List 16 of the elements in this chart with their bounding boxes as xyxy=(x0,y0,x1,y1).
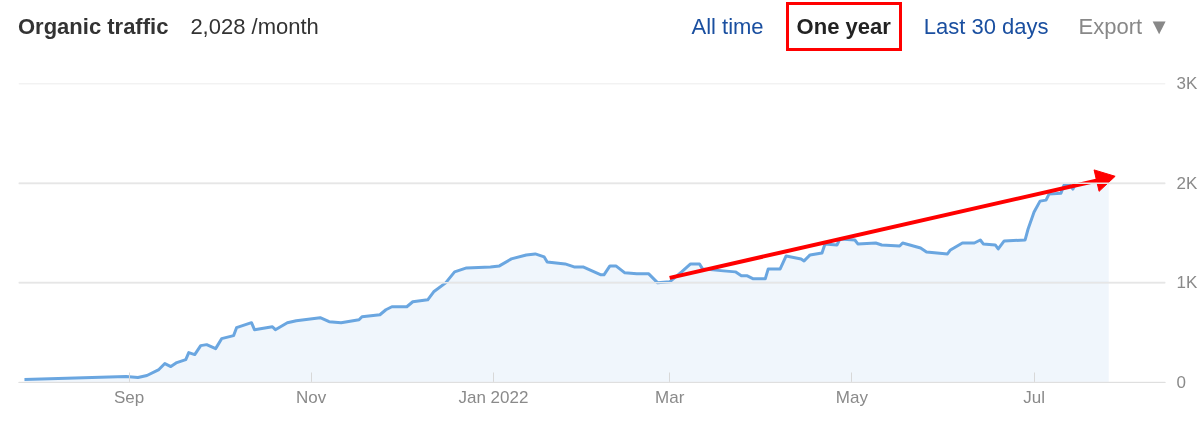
x-tick-label: Jul xyxy=(1023,387,1045,407)
x-tick-label: Sep xyxy=(113,387,145,407)
text: Export ▼ xyxy=(1077,13,1171,41)
text: Last 30 days xyxy=(922,13,1050,41)
y-tick-label: 0 xyxy=(1176,373,1186,392)
x-tick-label: Mar xyxy=(655,387,685,407)
y-tick-label: 2K xyxy=(1176,173,1198,193)
y-tick-label: 3K xyxy=(1176,74,1198,93)
text: One year xyxy=(785,2,902,52)
x-tick-label: Nov xyxy=(296,387,327,407)
text: All time xyxy=(690,13,765,41)
x-tick-label: May xyxy=(835,387,869,407)
x-tick-label: Jan 2022 xyxy=(458,387,529,407)
chart-subtitle: 2,028 /month xyxy=(190,13,319,41)
y-tick-label: 1K xyxy=(1176,273,1198,293)
chart-title: Organic traffic xyxy=(18,13,169,41)
